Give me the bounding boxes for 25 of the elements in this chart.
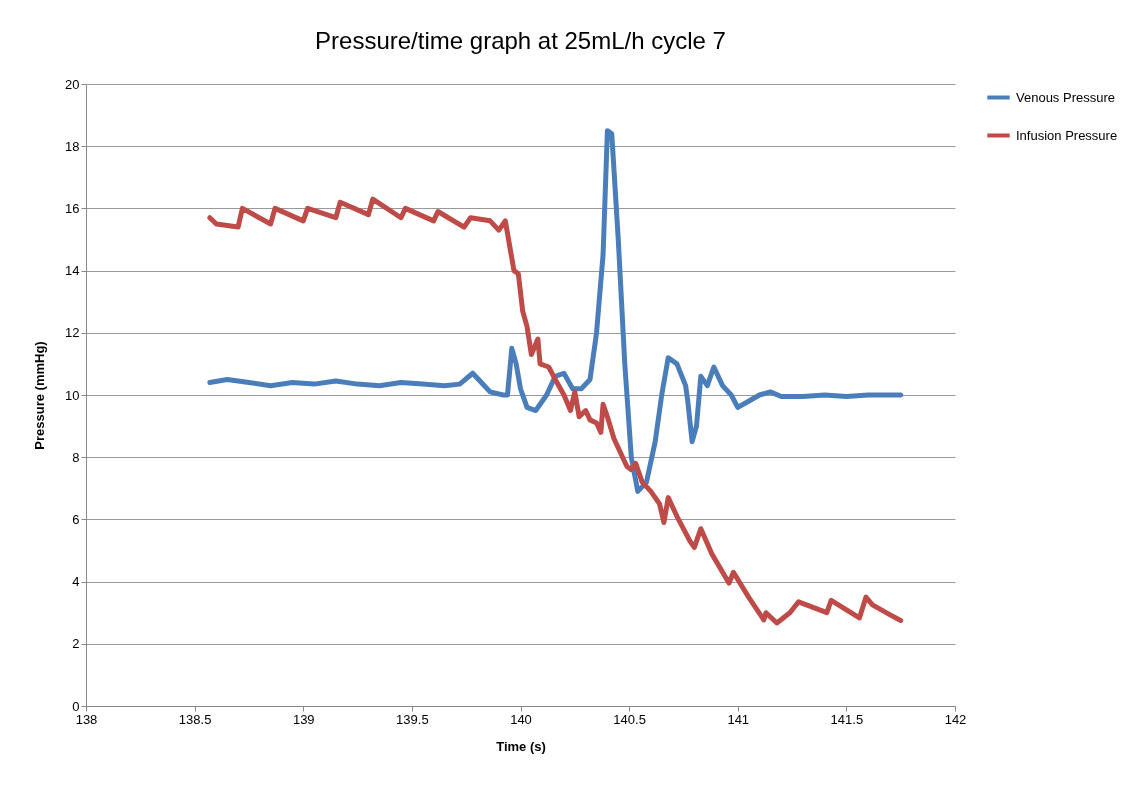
y-tick-label: 20 (65, 76, 80, 92)
chart-title: Pressure/time graph at 25mL/h cycle 7 (315, 27, 726, 54)
y-tick-label: 2 (72, 636, 80, 652)
x-tick-label: 139.5 (396, 711, 429, 727)
y-axis-title: Pressure (mmHg) (32, 341, 48, 450)
x-tick-label: 139 (292, 711, 315, 727)
x-tick-label: 138.5 (178, 711, 212, 727)
y-tick-label: 16 (65, 200, 80, 216)
y-tick-label: 0 (72, 698, 80, 714)
x-axis-title: Time (s) (496, 738, 546, 754)
y-tick-label: 8 (72, 449, 80, 465)
y-tick-label: 6 (72, 511, 80, 527)
y-tick-label: 12 (65, 325, 80, 341)
legend-label: Venous Pressure (1016, 89, 1116, 105)
legend-label: Infusion Pressure (1016, 127, 1118, 143)
x-tick-label: 138 (75, 711, 98, 727)
x-tick-label: 140.5 (613, 711, 646, 727)
x-tick-label: 140 (510, 711, 532, 727)
y-tick-label: 18 (65, 138, 80, 154)
y-tick-label: 4 (72, 574, 80, 590)
x-tick-label: 141 (727, 711, 750, 727)
y-tick-label: 10 (65, 387, 80, 403)
x-tick-label: 141.5 (830, 711, 864, 727)
x-tick-label: 142 (944, 711, 967, 727)
y-tick-label: 14 (65, 263, 80, 279)
